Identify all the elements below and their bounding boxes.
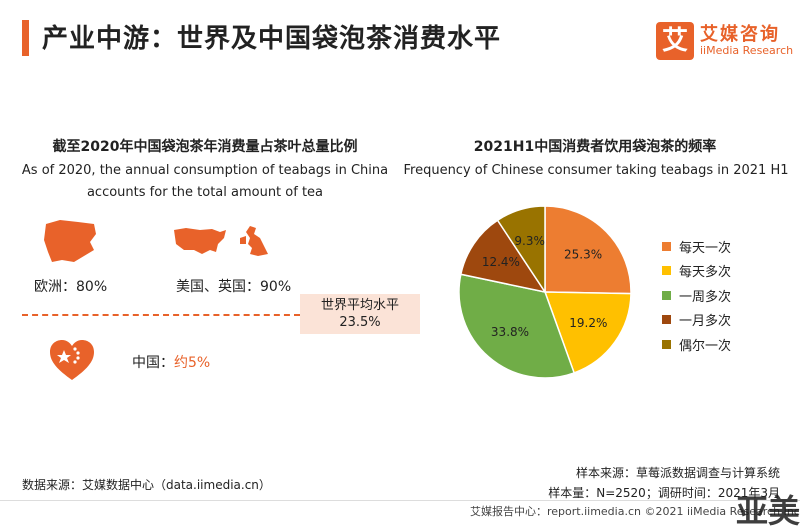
pie-slice-2 (543, 291, 632, 374)
china-value: 约5% (174, 355, 211, 371)
sample-source: 样本来源：草莓派数据调查与计算系统 (575, 466, 780, 480)
bottom-bar (0, 500, 800, 521)
legend-label: 偶尔一次 (679, 338, 732, 354)
pie-label-1: 25.3% (564, 248, 602, 262)
left-subtitle-line-1: As of 2020, the annual consumption of te… (21, 163, 389, 178)
pie-label-5: 9.3% (514, 234, 545, 248)
pie-label-4: 12.4% (482, 255, 520, 269)
china-label: 中国：约5% (132, 352, 210, 372)
logo-en-text: iiMedia Research (700, 44, 794, 57)
legend-label: 每天多次 (679, 265, 732, 281)
legend-label: 一月多次 (679, 314, 732, 330)
legend-label: 每天一次 (679, 240, 732, 256)
logo-cn-text: 艾媒咨询 (700, 24, 780, 45)
europe-map-icon (44, 220, 96, 262)
legend-item: 一周多次 (662, 283, 731, 308)
copyright-text: 艾媒报告中心：report.iimedia.cn ©2021 iiMedia R… (470, 505, 800, 518)
europe-label: 欧洲：80% (34, 279, 108, 295)
legend-swatch (662, 339, 671, 349)
world-average-value: 23.5% (339, 315, 381, 330)
pie-slice-3 (458, 273, 576, 379)
legend-swatch (662, 241, 671, 251)
legend-item: 偶尔一次 (662, 332, 731, 357)
chart-legend: 每天一次每天多次一周多次一月多次偶尔一次 (662, 234, 731, 357)
sample-size: 样本量：N=2520；调研时间：2021年3月 (548, 486, 780, 500)
us-uk-label: 美国、英国：90% (176, 279, 292, 295)
watermark: 亚美 (736, 492, 800, 530)
left-section-title: 截至2020年中国袋泡茶年消费量占茶叶总量比例 (52, 139, 358, 155)
world-average-box: 世界平均水平 23.5% (300, 294, 420, 334)
chart-title: 2021H1中国消费者饮用袋泡茶的频率 (473, 139, 717, 155)
legend-swatch (662, 290, 671, 300)
legend-item: 一月多次 (662, 308, 731, 333)
iimedia-logo-mark: 艾 (656, 22, 694, 60)
uk-map-icon (240, 226, 268, 256)
legend-item: 每天一次 (662, 234, 731, 259)
legend-swatch (662, 266, 671, 276)
pie-label-3: 33.8% (491, 325, 529, 339)
china-heart-icon (50, 340, 94, 380)
pie-slice-1 (544, 205, 632, 295)
china-label-text: 中国： (132, 355, 174, 371)
pie-chart: 25.3% 19.2% 33.8% 12.4% 9.3% (458, 205, 632, 379)
world-average-label: 世界平均水平 (320, 298, 399, 313)
page-title: 产业中游：世界及中国袋泡茶消费水平 (42, 24, 502, 54)
pie-label-2: 19.2% (569, 316, 607, 330)
data-source: 数据来源：艾媒数据中心（data.iimedia.cn） (22, 478, 271, 492)
usa-map-icon (174, 228, 226, 254)
title-accent-bar (22, 20, 29, 56)
pie-slice-5 (496, 205, 546, 295)
left-subtitle-line-2: accounts for the total amount of tea (86, 185, 324, 200)
chart-subtitle: Frequency of Chinese consumer taking tea… (403, 163, 789, 178)
legend-swatch (662, 315, 671, 325)
world-average-line (22, 314, 300, 316)
legend-item: 每天多次 (662, 259, 731, 284)
pie-slice-4 (459, 219, 547, 294)
legend-label: 一周多次 (679, 289, 732, 305)
